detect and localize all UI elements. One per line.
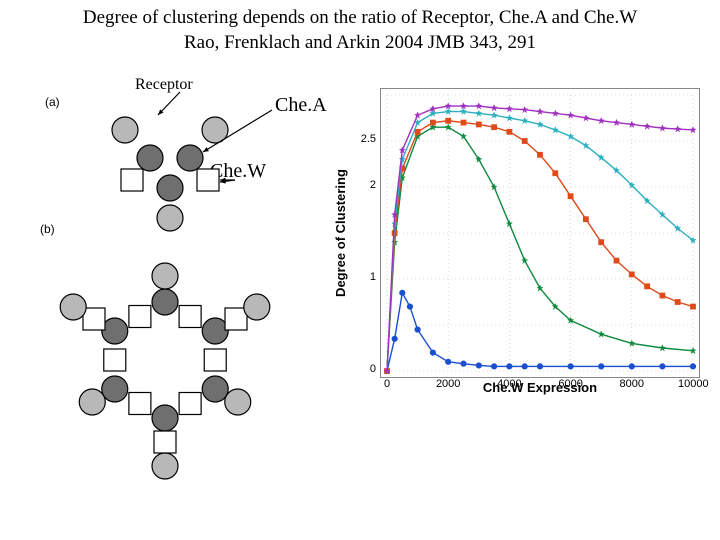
chart-xlabel: Che.W Expression — [380, 380, 700, 395]
x-tick-label: 10000 — [678, 378, 708, 390]
y-tick-label: 0 — [356, 363, 376, 375]
x-tick-label: 4000 — [494, 378, 524, 390]
y-tick-label: 2.5 — [356, 133, 376, 145]
chart-area — [380, 88, 700, 378]
x-tick-label: 8000 — [617, 378, 647, 390]
x-tick-label: 0 — [372, 378, 402, 390]
diagram-area — [40, 80, 360, 520]
chart-ylabel: Degree of Clustering — [333, 88, 348, 378]
y-tick-label: 2 — [356, 179, 376, 191]
title-block: Degree of clustering depends on the rati… — [0, 6, 720, 55]
y-tick-label: 1 — [356, 271, 376, 283]
cluster-diagram — [40, 80, 360, 520]
title-line-1: Degree of clustering depends on the rati… — [0, 6, 720, 31]
x-tick-label: 6000 — [556, 378, 586, 390]
clustering-chart — [381, 89, 699, 377]
title-line-2: Rao, Frenklach and Arkin 2004 JMB 343, 2… — [0, 31, 720, 56]
x-tick-label: 2000 — [433, 378, 463, 390]
